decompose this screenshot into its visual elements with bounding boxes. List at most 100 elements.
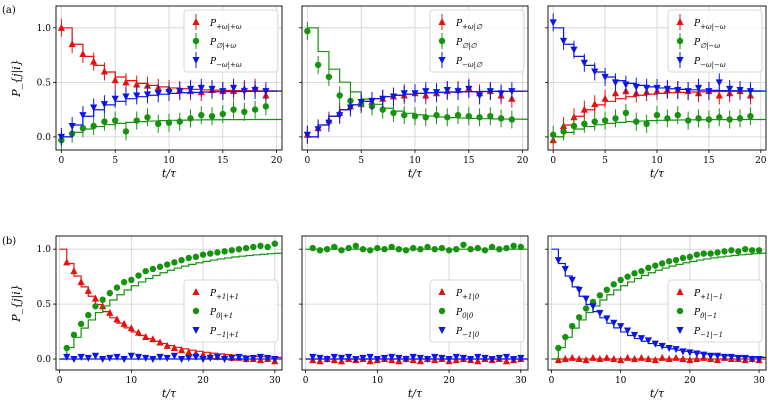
data-point — [262, 88, 270, 96]
data-point — [422, 114, 429, 121]
data-point — [249, 354, 257, 362]
x-tick-label: 15 — [463, 156, 475, 166]
data-point — [707, 250, 714, 257]
data-point — [154, 90, 162, 98]
data-point — [495, 354, 503, 362]
data-point — [100, 101, 109, 109]
data-point — [651, 356, 659, 364]
data-point — [120, 356, 128, 364]
data-point — [92, 303, 99, 310]
data-point — [481, 354, 489, 362]
data-point — [741, 354, 749, 362]
data-point — [199, 350, 207, 358]
data-point — [91, 352, 100, 360]
data-point — [214, 249, 221, 256]
data-point — [684, 88, 692, 96]
legend: P+1|0 P0|0 P−1|0 — [429, 279, 525, 343]
data-point — [467, 245, 474, 253]
data-point — [206, 354, 214, 362]
data-point — [623, 327, 632, 335]
data-point — [303, 131, 311, 139]
legend-label: P∅|−ω — [693, 38, 720, 50]
data-point — [68, 123, 76, 130]
data-point — [359, 354, 367, 362]
data-point — [199, 356, 207, 364]
data-point — [633, 118, 640, 125]
data-point — [395, 245, 403, 253]
data-point — [156, 263, 164, 270]
data-point — [352, 242, 360, 250]
data-point — [197, 84, 205, 92]
data-point — [693, 355, 701, 363]
data-point — [316, 247, 324, 254]
x-tick-label: 30 — [269, 376, 281, 386]
data-point — [663, 85, 671, 93]
data-point — [596, 309, 604, 317]
data-point — [79, 124, 87, 132]
data-point — [559, 37, 568, 45]
data-point — [644, 337, 652, 345]
data-point — [679, 254, 687, 262]
data-point — [120, 319, 128, 327]
legend-label: P+1|0 — [455, 289, 480, 301]
data-point — [713, 352, 722, 360]
data-point — [638, 267, 645, 275]
data-point — [679, 355, 687, 363]
data-point — [113, 353, 121, 361]
data-point — [658, 342, 666, 350]
data-point — [144, 114, 151, 121]
data-point — [581, 120, 588, 128]
data-point — [229, 84, 238, 92]
data-point — [338, 247, 345, 254]
data-point — [672, 353, 680, 361]
data-point — [589, 353, 597, 361]
data-point — [700, 351, 708, 359]
data-point — [122, 128, 130, 135]
data-point — [128, 276, 135, 284]
data-point — [705, 88, 713, 96]
data-point — [389, 93, 398, 101]
data-point — [111, 117, 119, 124]
data-point — [199, 251, 207, 258]
fit-line-1 — [551, 252, 766, 360]
data-point — [748, 247, 756, 254]
data-point — [474, 353, 482, 361]
data-point — [510, 242, 517, 250]
legend-marker — [192, 327, 200, 334]
x-tick-label: 0 — [57, 376, 63, 386]
data-point — [178, 256, 185, 264]
data-point — [728, 247, 735, 254]
legend-box — [183, 279, 279, 343]
data-point — [84, 354, 92, 362]
data-point — [185, 254, 192, 262]
data-point — [467, 356, 475, 364]
data-point — [325, 119, 333, 127]
legend-label: P+1|+1 — [209, 289, 239, 301]
data-point — [475, 92, 484, 100]
data-point — [177, 346, 186, 354]
data-point — [143, 81, 152, 89]
data-point — [700, 250, 707, 257]
data-point — [257, 242, 264, 250]
data-point — [388, 353, 396, 361]
data-point — [271, 240, 279, 247]
data-point — [84, 286, 92, 294]
data-point — [517, 243, 525, 251]
data-point — [658, 353, 666, 361]
legend-marker — [676, 307, 684, 315]
data-point — [726, 85, 734, 93]
legend-label: P−1|0 — [455, 327, 480, 339]
data-point — [228, 354, 236, 362]
data-point — [336, 112, 344, 120]
data-point — [643, 120, 650, 128]
data-point — [755, 247, 763, 254]
data-point — [77, 353, 85, 361]
data-point — [582, 295, 590, 303]
data-point — [630, 355, 639, 363]
data-point — [323, 245, 331, 253]
data-point — [63, 258, 71, 266]
data-point — [570, 113, 578, 121]
data-point — [422, 88, 430, 96]
x-tick-label: 10 — [126, 376, 138, 386]
